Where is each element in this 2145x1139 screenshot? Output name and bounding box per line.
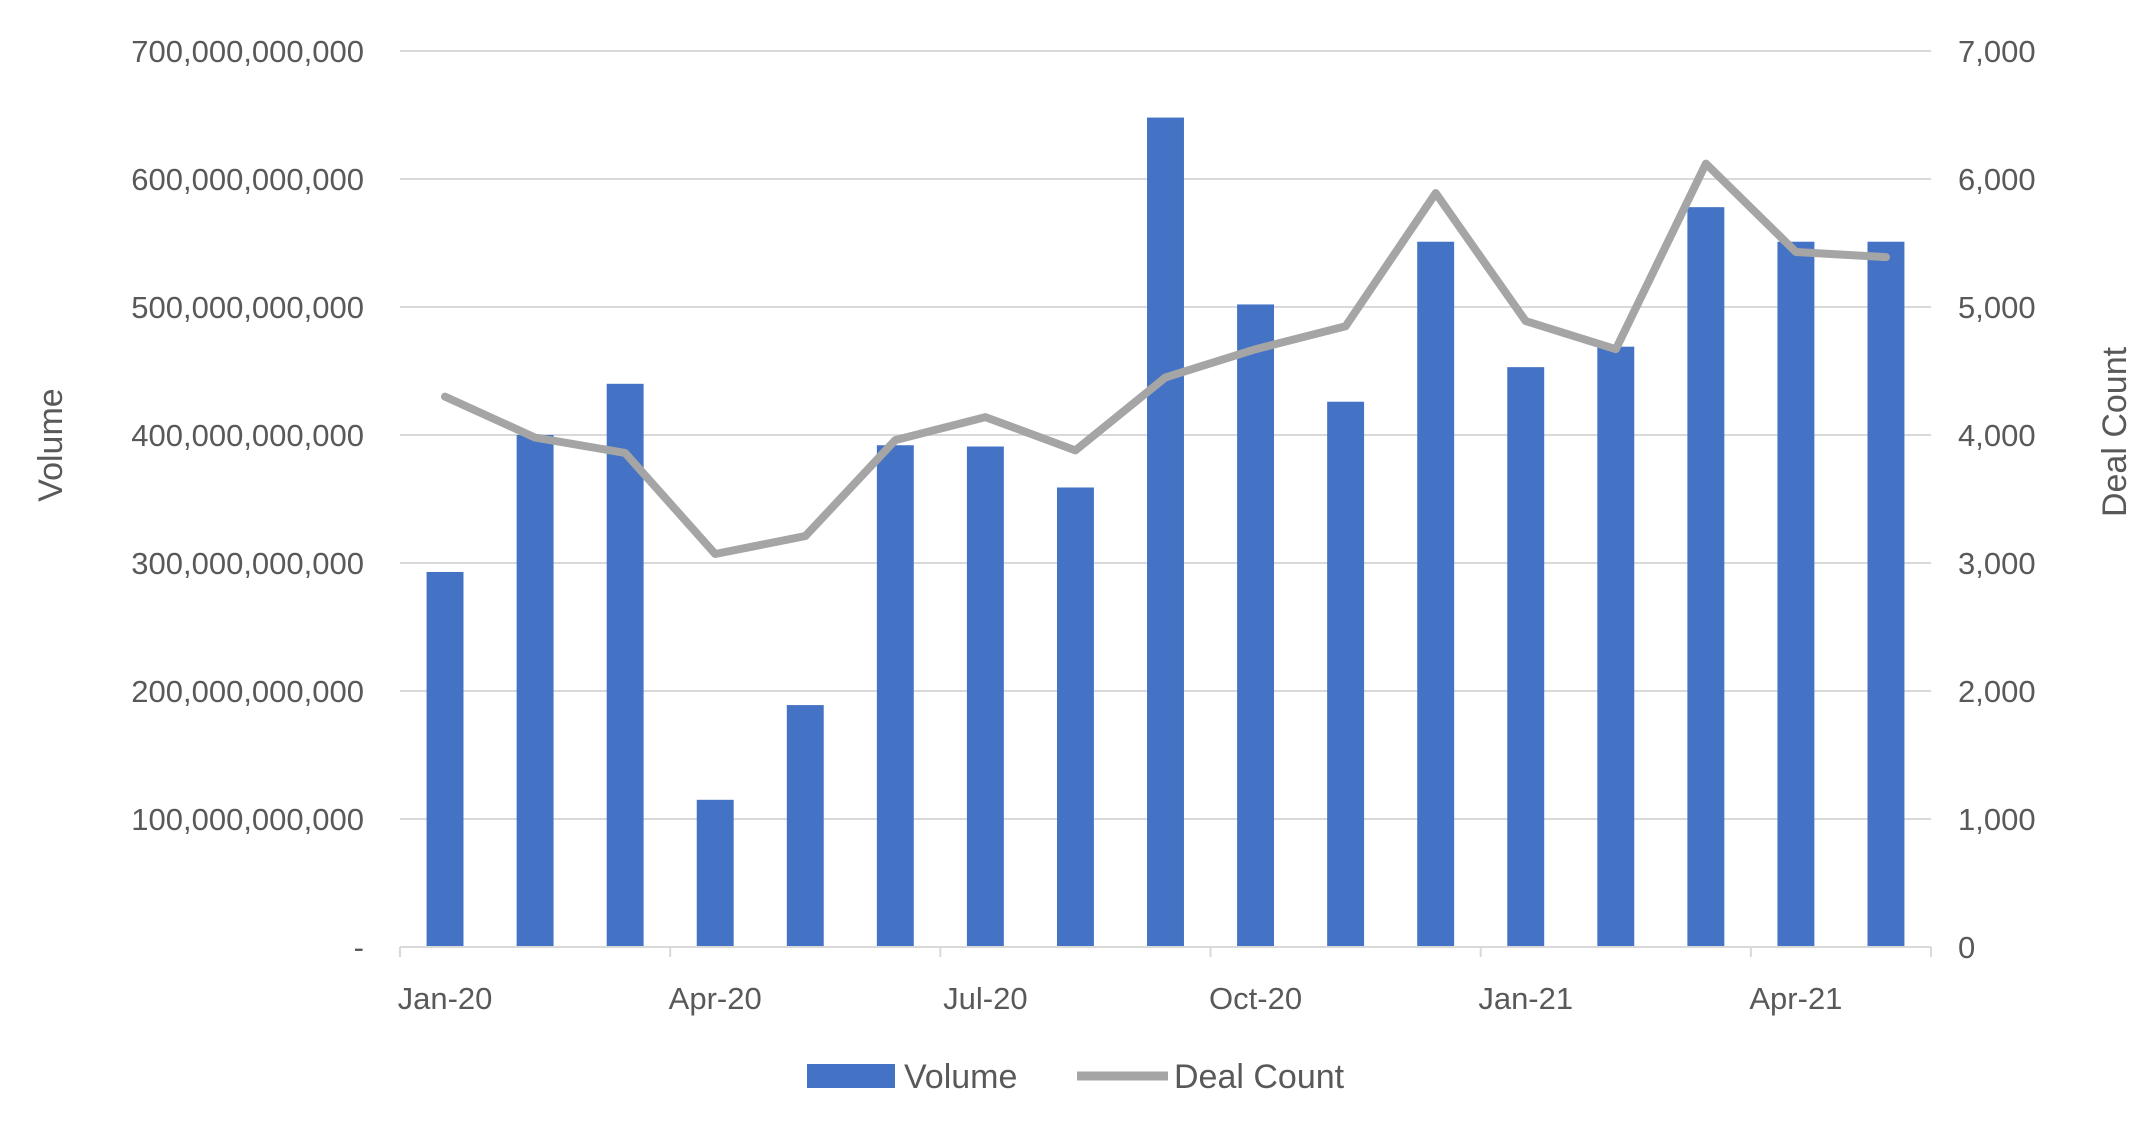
right-y-tick-label: 7,000	[1958, 34, 2036, 69]
left-y-tick-label: 300,000,000,000	[131, 546, 364, 581]
right-axis-title: Deal Count	[2096, 346, 2134, 517]
legend: Volume Deal Count	[807, 1058, 1345, 1096]
left-y-tick-label: -	[354, 930, 364, 965]
right-y-tick-label: 1,000	[1958, 802, 2036, 837]
volume-bar-apr-20	[697, 800, 734, 947]
volume-bar-jan-21	[1507, 367, 1544, 947]
x-tick-label: Apr-20	[669, 981, 762, 1016]
volume-bar-dec-20	[1417, 242, 1454, 947]
left-y-tick-label: 600,000,000,000	[131, 162, 364, 197]
volume-bar-jul-20	[967, 447, 1004, 947]
left-axis-title: Volume	[32, 388, 70, 501]
x-tick-label: Jan-21	[1478, 981, 1573, 1016]
volume-bar-feb-20	[517, 435, 554, 947]
left-y-tick-label: 100,000,000,000	[131, 802, 364, 837]
x-tick-label: Jan-20	[398, 981, 493, 1016]
x-tick-label: Oct-20	[1209, 981, 1302, 1016]
left-y-axis-ticks: - 100,000,000,000 200,000,000,000 300,000,0…	[131, 34, 364, 965]
volume-bar-may-20	[787, 705, 824, 947]
x-tick-label: Apr-21	[1749, 981, 1842, 1016]
volume-bar-feb-21	[1597, 347, 1634, 947]
volume-bar-jan-20	[427, 572, 464, 947]
volume-bars	[427, 118, 1905, 947]
x-axis-ticks: Jan-20 Apr-20 Jul-20 Oct-20 Jan-21 Apr-21	[398, 981, 1843, 1016]
x-tick-label: Jul-20	[943, 981, 1027, 1016]
right-y-tick-label: 0	[1958, 930, 1975, 965]
volume-bar-oct-20	[1237, 304, 1274, 947]
right-y-tick-label: 5,000	[1958, 290, 2036, 325]
volume-bar-mar-21	[1687, 207, 1724, 947]
right-y-tick-label: 4,000	[1958, 418, 2036, 453]
left-y-tick-label: 200,000,000,000	[131, 674, 364, 709]
volume-bar-jun-20	[877, 445, 914, 947]
left-y-tick-label: 400,000,000,000	[131, 418, 364, 453]
right-y-axis-ticks: 0 1,000 2,000 3,000 4,000 5,000 6,000 7,000	[1958, 34, 2036, 965]
right-y-tick-label: 2,000	[1958, 674, 2036, 709]
right-y-tick-label: 6,000	[1958, 162, 2036, 197]
volume-bar-may-21	[1868, 242, 1905, 947]
legend-volume-label: Volume	[904, 1058, 1017, 1096]
right-y-tick-label: 3,000	[1958, 546, 2036, 581]
left-y-tick-label: 700,000,000,000	[131, 34, 364, 69]
volume-bar-nov-20	[1327, 402, 1364, 947]
volume-bar-aug-20	[1057, 487, 1094, 947]
left-y-tick-label: 500,000,000,000	[131, 290, 364, 325]
volume-bar-sep-20	[1147, 118, 1184, 947]
volume-bar-apr-21	[1777, 242, 1814, 947]
legend-volume-swatch	[807, 1064, 895, 1088]
legend-deal-count-label: Deal Count	[1174, 1058, 1345, 1096]
x-axis	[400, 947, 1931, 957]
